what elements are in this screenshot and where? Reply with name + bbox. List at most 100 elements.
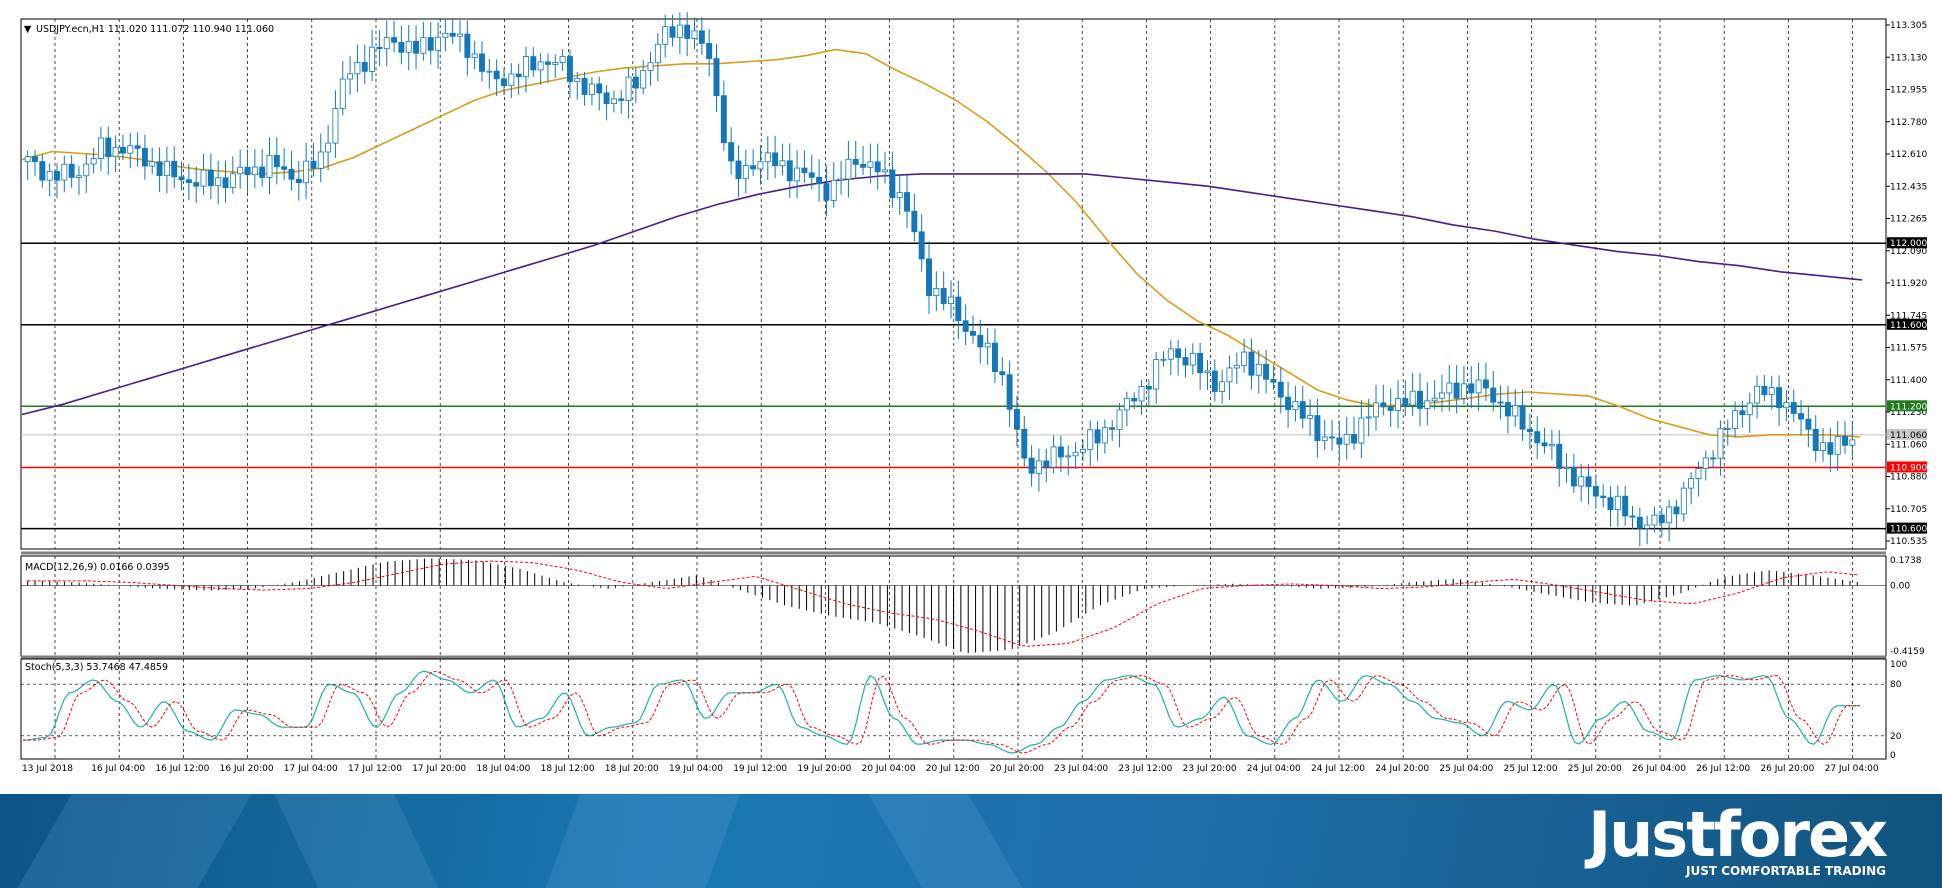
candle-body xyxy=(1446,382,1453,394)
candle-body xyxy=(1131,397,1138,402)
stoch-y-tick-label: 100 xyxy=(1890,660,1907,670)
candle-body xyxy=(1160,358,1167,361)
candle-body xyxy=(1827,442,1834,455)
candle-body xyxy=(1013,408,1020,430)
candle-body xyxy=(90,158,97,165)
x-tick-label: 17 Jul 04:00 xyxy=(284,764,338,774)
candle-body xyxy=(1343,434,1350,445)
candle-body xyxy=(676,24,683,38)
y-tick-label: 113.305 xyxy=(1890,21,1927,31)
candle-body xyxy=(171,160,178,178)
candle-body xyxy=(486,70,493,73)
macd-y-tick-label: 0.00 xyxy=(1890,581,1910,591)
y-tick-label: 110.535 xyxy=(1890,537,1927,547)
candle-body xyxy=(420,37,427,54)
candle-body xyxy=(691,30,698,39)
candle-body xyxy=(405,40,412,53)
candle-body xyxy=(1138,385,1145,402)
y-tick-label: 111.400 xyxy=(1890,376,1927,386)
y-tick-label: 112.265 xyxy=(1890,215,1927,225)
macd-y-tick-label: -0.4159 xyxy=(1890,647,1925,657)
candle-body xyxy=(449,32,456,37)
candle-body xyxy=(706,42,713,59)
price-header-triangle[interactable]: ▼ xyxy=(24,24,32,35)
candle-body xyxy=(867,161,874,168)
x-tick-label: 26 Jul 12:00 xyxy=(1696,764,1750,774)
y-tick-label: 110.880 xyxy=(1890,473,1927,483)
candle-body xyxy=(1512,405,1519,417)
brand-tagline: JUST COMFORTABLE TRADING xyxy=(1685,864,1886,878)
candle-body xyxy=(1263,363,1270,380)
candle-body xyxy=(1145,385,1152,390)
candle-body xyxy=(1358,417,1365,444)
candle-body xyxy=(127,145,134,154)
candle-body xyxy=(559,56,566,63)
candle-body xyxy=(940,288,947,304)
candle-body xyxy=(1035,460,1042,474)
candle-body xyxy=(185,179,192,183)
candle-body xyxy=(860,163,867,168)
candle-body xyxy=(1292,401,1299,411)
candle-body xyxy=(662,26,669,45)
candle-body xyxy=(603,92,610,105)
candle-body xyxy=(222,177,229,189)
x-tick-label: 27 Jul 04:00 xyxy=(1825,764,1879,774)
x-tick-label: 25 Jul 20:00 xyxy=(1568,764,1622,774)
candle-body xyxy=(1842,435,1848,446)
candle-body xyxy=(119,146,126,154)
candle-body xyxy=(1732,410,1739,429)
candle-body xyxy=(926,258,932,297)
candle-body xyxy=(54,170,60,181)
candle-body xyxy=(46,170,53,181)
y-tick-label: 112.780 xyxy=(1890,118,1927,128)
x-tick-label: 19 Jul 12:00 xyxy=(733,764,787,774)
candle-body xyxy=(215,177,222,187)
candle-body xyxy=(596,83,603,94)
candle-body xyxy=(1570,466,1577,487)
candle-body xyxy=(1534,431,1541,444)
candle-body xyxy=(207,169,214,187)
candle-body xyxy=(1680,487,1687,515)
candle-body xyxy=(1189,352,1196,366)
x-tick-label: 17 Jul 20:00 xyxy=(412,764,466,774)
candle-body xyxy=(39,161,46,181)
y-tick-label: 111.575 xyxy=(1890,344,1927,354)
candle-body xyxy=(1057,446,1064,458)
candle-body xyxy=(669,26,676,38)
x-tick-label: 25 Jul 12:00 xyxy=(1504,764,1558,774)
candle-body xyxy=(1380,402,1387,408)
candle-body xyxy=(325,142,332,153)
x-tick-label: 23 Jul 12:00 xyxy=(1118,764,1172,774)
level-tag xyxy=(1887,400,1927,412)
candle-body xyxy=(471,53,478,58)
candle-body xyxy=(970,331,976,336)
candle-body xyxy=(1746,402,1753,416)
candle-body xyxy=(764,152,771,163)
candle-body xyxy=(904,192,910,212)
candle-body xyxy=(515,73,522,78)
candle-body xyxy=(1226,367,1233,383)
candle-body xyxy=(288,169,295,180)
candle-body xyxy=(640,69,647,89)
chart-canvas: 13 Jul 2018 16 Jul 04:00 16 Jul 12:00 16 Ju… xyxy=(20,12,1928,774)
candle-body xyxy=(1739,410,1746,416)
candle-body xyxy=(1805,418,1812,430)
candle-body xyxy=(97,137,104,159)
candle-body xyxy=(808,172,815,178)
candle-body xyxy=(1101,427,1108,444)
candle-body xyxy=(823,183,830,201)
candle-body xyxy=(435,36,441,51)
x-tick-label: 18 Jul 20:00 xyxy=(605,764,659,774)
candle-body xyxy=(1109,427,1116,430)
x-tick-label: 13 Jul 2018 xyxy=(22,764,73,774)
candle-body xyxy=(977,334,984,348)
candle-body xyxy=(794,167,801,182)
candle-body xyxy=(1072,451,1079,457)
candle-body xyxy=(1116,409,1123,430)
candle-body xyxy=(1783,402,1790,409)
candle-body xyxy=(845,158,852,180)
candle-body xyxy=(537,61,544,71)
candle-body xyxy=(750,165,757,170)
level-tag xyxy=(1887,428,1927,440)
candle-body xyxy=(684,24,691,39)
